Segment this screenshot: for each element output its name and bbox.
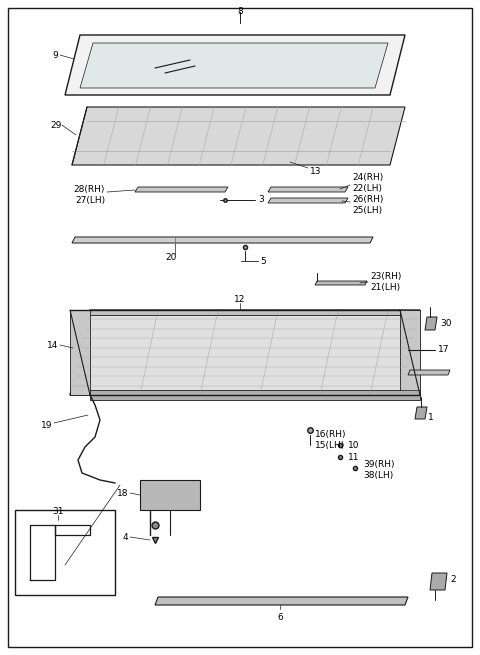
- Text: 14: 14: [47, 341, 58, 350]
- Bar: [15, 510, 115, 595]
- Text: 5: 5: [260, 257, 266, 265]
- Text: 4: 4: [122, 533, 128, 542]
- Polygon shape: [268, 187, 348, 192]
- Polygon shape: [135, 187, 228, 192]
- Text: 10: 10: [348, 441, 360, 449]
- Text: 20: 20: [165, 252, 176, 261]
- Polygon shape: [70, 310, 400, 315]
- Text: 29: 29: [50, 121, 61, 130]
- Text: 28(RH)
27(LH): 28(RH) 27(LH): [73, 185, 105, 205]
- Polygon shape: [155, 597, 408, 605]
- Polygon shape: [408, 370, 450, 375]
- Text: 30: 30: [440, 318, 452, 328]
- Text: 13: 13: [310, 166, 322, 176]
- Text: 39(RH)
38(LH): 39(RH) 38(LH): [363, 460, 395, 479]
- Polygon shape: [70, 310, 420, 395]
- Text: 26(RH)
25(LH): 26(RH) 25(LH): [352, 195, 384, 215]
- Polygon shape: [72, 237, 373, 243]
- Polygon shape: [70, 310, 90, 395]
- Polygon shape: [80, 43, 388, 88]
- Text: 8: 8: [237, 7, 243, 16]
- Text: 17: 17: [438, 345, 449, 354]
- Text: 6: 6: [277, 613, 283, 622]
- Polygon shape: [268, 198, 348, 203]
- Polygon shape: [430, 573, 447, 590]
- Polygon shape: [425, 317, 437, 330]
- Text: 1: 1: [428, 413, 434, 422]
- Polygon shape: [90, 395, 420, 400]
- Text: 18: 18: [117, 489, 128, 498]
- Polygon shape: [90, 390, 420, 400]
- Polygon shape: [65, 35, 405, 95]
- Text: 11: 11: [348, 453, 360, 462]
- Polygon shape: [90, 390, 420, 395]
- Polygon shape: [315, 281, 367, 285]
- Text: 19: 19: [40, 421, 52, 430]
- Text: 12: 12: [234, 295, 246, 305]
- Text: 23(RH)
21(LH): 23(RH) 21(LH): [370, 272, 401, 291]
- Polygon shape: [140, 480, 200, 510]
- Text: 9: 9: [52, 50, 58, 60]
- Text: 2: 2: [450, 576, 456, 584]
- Polygon shape: [415, 407, 427, 419]
- Text: 3: 3: [258, 195, 264, 204]
- Text: 31: 31: [52, 508, 64, 517]
- Text: 16(RH)
15(LH): 16(RH) 15(LH): [315, 430, 347, 450]
- Polygon shape: [400, 310, 420, 395]
- Text: 24(RH)
22(LH): 24(RH) 22(LH): [352, 174, 383, 193]
- Polygon shape: [72, 107, 405, 165]
